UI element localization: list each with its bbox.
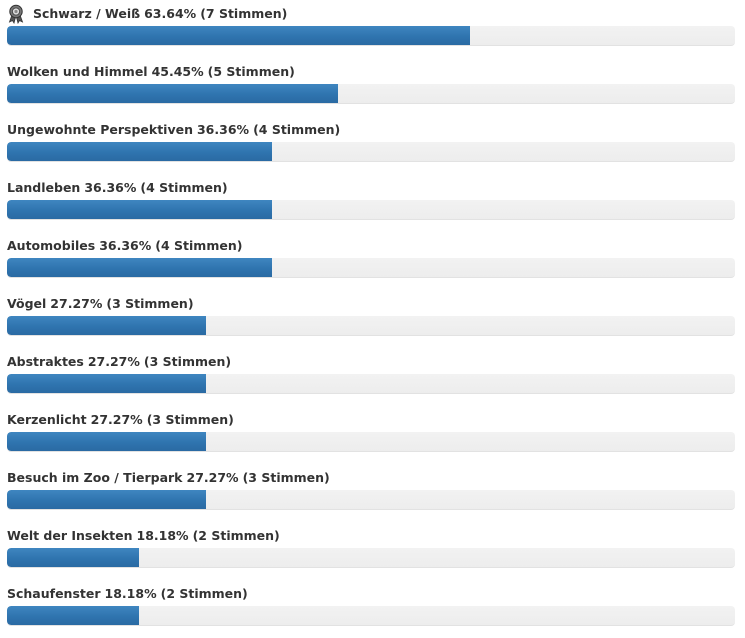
option-name: Kerzenlicht	[7, 412, 87, 427]
option-percent: 27.27%	[87, 354, 140, 369]
poll-results: Schwarz / Weiß 63.64% (7 Stimmen) Wolken un…	[7, 0, 735, 638]
option-percent: 36.36%	[84, 180, 137, 195]
progress-bar-fill	[7, 26, 471, 45]
option-votes: (5 Stimmen)	[207, 64, 295, 79]
progress-bar-fill	[7, 200, 272, 219]
option-name: Besuch im Zoo / Tierpark	[7, 470, 183, 485]
option-votes: (3 Stimmen)	[106, 296, 194, 311]
option-percent: 45.45%	[151, 64, 204, 79]
option-votes: (3 Stimmen)	[242, 470, 330, 485]
poll-option-label: Kerzenlicht 27.27% (3 Stimmen)	[7, 410, 234, 430]
poll-option-row: Welt der Insekten 18.18% (2 Stimmen)	[7, 522, 735, 580]
progress-track	[7, 200, 735, 220]
progress-bar-fill	[7, 84, 338, 103]
poll-option-label: Landleben 36.36% (4 Stimmen)	[7, 178, 228, 198]
poll-option-label: Ungewohnte Perspektiven 36.36% (4 Stimmen)	[7, 120, 340, 140]
option-percent: 63.64%	[144, 6, 197, 21]
poll-option-row: Abstraktes 27.27% (3 Stimmen)	[7, 348, 735, 406]
poll-option-row: Automobiles 36.36% (4 Stimmen)	[7, 232, 735, 290]
progress-track	[7, 26, 735, 46]
option-votes: (3 Stimmen)	[143, 354, 232, 369]
option-votes: (4 Stimmen)	[253, 122, 341, 137]
poll-option-label: Schwarz / Weiß 63.64% (7 Stimmen)	[7, 4, 287, 24]
poll-option-row: Schaufenster 18.18% (2 Stimmen)	[7, 580, 735, 638]
poll-option-label: Vögel 27.27% (3 Stimmen)	[7, 294, 194, 314]
option-percent: 18.18%	[136, 528, 189, 543]
option-percent: 27.27%	[90, 412, 143, 427]
option-name: Welt der Insekten	[7, 528, 133, 543]
poll-option-row: Landleben 36.36% (4 Stimmen)	[7, 174, 735, 232]
option-percent: 36.36%	[99, 238, 152, 253]
poll-option-label: Welt der Insekten 18.18% (2 Stimmen)	[7, 526, 280, 546]
poll-option-label: Besuch im Zoo / Tierpark 27.27% (3 Stimmen…	[7, 468, 330, 488]
progress-track	[7, 606, 735, 626]
option-name: Schwarz / Weiß	[33, 6, 141, 21]
poll-option-label: Automobiles 36.36% (4 Stimmen)	[7, 236, 242, 256]
poll-option-row: Vögel 27.27% (3 Stimmen)	[7, 290, 735, 348]
option-votes: (2 Stimmen)	[160, 586, 248, 601]
option-name: Abstraktes	[7, 354, 84, 369]
progress-bar-fill	[7, 374, 206, 393]
progress-bar-fill	[7, 316, 206, 335]
poll-option-label: Wolken und Himmel 45.45% (5 Stimmen)	[7, 62, 295, 82]
progress-track	[7, 316, 735, 336]
option-votes: (4 Stimmen)	[155, 238, 243, 253]
poll-option-row: Kerzenlicht 27.27% (3 Stimmen)	[7, 406, 735, 464]
option-name: Vögel	[7, 296, 47, 311]
progress-bar-fill	[7, 258, 272, 277]
poll-option-row: Wolken und Himmel 45.45% (5 Stimmen)	[7, 58, 735, 116]
poll-option-row: Ungewohnte Perspektiven 36.36% (4 Stimmen)	[7, 116, 735, 174]
progress-track	[7, 374, 735, 394]
progress-bar-fill	[7, 490, 206, 509]
option-name: Ungewohnte Perspektiven	[7, 122, 193, 137]
option-name: Wolken und Himmel	[7, 64, 148, 79]
poll-option-row: Besuch im Zoo / Tierpark 27.27% (3 Stimmen…	[7, 464, 735, 522]
progress-track	[7, 432, 735, 452]
poll-option-label: Schaufenster 18.18% (2 Stimmen)	[7, 584, 248, 604]
option-percent: 18.18%	[104, 586, 157, 601]
option-percent: 27.27%	[50, 296, 103, 311]
progress-bar-fill	[7, 606, 140, 625]
progress-track	[7, 142, 735, 162]
progress-bar-fill	[7, 432, 206, 451]
option-votes: (2 Stimmen)	[192, 528, 280, 543]
option-name: Schaufenster	[7, 586, 101, 601]
progress-track	[7, 84, 735, 104]
option-name: Landleben	[7, 180, 81, 195]
option-name: Automobiles	[7, 238, 96, 253]
progress-bar-fill	[7, 548, 140, 567]
poll-option-row: Schwarz / Weiß 63.64% (7 Stimmen)	[7, 0, 735, 58]
progress-bar-fill	[7, 142, 272, 161]
option-votes: (4 Stimmen)	[140, 180, 228, 195]
progress-track	[7, 490, 735, 510]
option-votes: (3 Stimmen)	[146, 412, 234, 427]
option-votes: (7 Stimmen)	[200, 6, 288, 21]
poll-option-label: Abstraktes 27.27% (3 Stimmen)	[7, 352, 231, 372]
option-percent: 27.27%	[186, 470, 239, 485]
option-percent: 36.36%	[196, 122, 250, 137]
award-ribbon-icon	[8, 4, 24, 24]
progress-track	[7, 548, 735, 568]
progress-track	[7, 258, 735, 278]
